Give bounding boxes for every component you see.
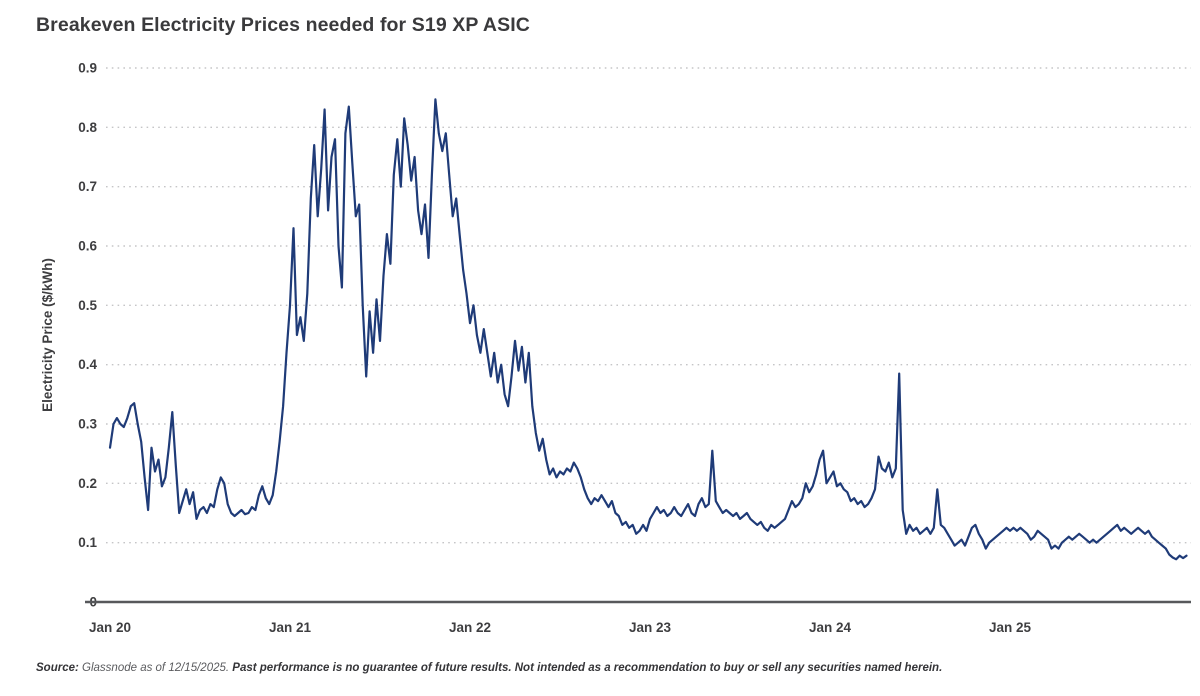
y-tick-label: 0.4: [78, 357, 97, 372]
x-tick-label: Jan 24: [809, 620, 852, 635]
y-gridlines: [106, 67, 1191, 544]
x-axis-tick-labels: Jan 20 Jan 21 Jan 22 Jan 23 Jan 24 Jan 25: [89, 620, 1032, 635]
y-tick-label: 0.2: [78, 476, 97, 491]
y-tick-label: 0.7: [78, 179, 97, 194]
x-tick-label: Jan 20: [89, 620, 131, 635]
y-tick-label: 0.6: [78, 239, 97, 254]
y-tick-label: 0.1: [78, 535, 97, 550]
x-tick-label: Jan 21: [269, 620, 312, 635]
x-tick-label: Jan 25: [989, 620, 1032, 635]
y-axis-title: Electricity Price ($/kWh): [40, 258, 55, 412]
y-tick-label: 0.5: [78, 298, 97, 313]
breakeven-price-series-line: [108, 98, 1188, 561]
source-disclaimer: Past performance is no guarantee of futu…: [232, 662, 943, 674]
source-attribution: Glassnode as of 12/15/2025.: [78, 662, 233, 674]
source-label: Source:: [36, 662, 79, 674]
y-axis-tick-labels: 00.10.20.30.40.50.60.70.80.9: [78, 61, 97, 610]
y-tick-label: 0.9: [78, 61, 97, 76]
x-tick-label: Jan 23: [629, 620, 672, 635]
y-tick-label: 0.3: [78, 417, 97, 432]
source-note: Source: Glassnode as of 12/15/2025. Past…: [36, 661, 1176, 676]
chart-title: Breakeven Electricity Prices needed for …: [36, 14, 530, 36]
y-tick-label: 0.8: [78, 120, 97, 135]
x-tick-label: Jan 22: [449, 620, 491, 635]
